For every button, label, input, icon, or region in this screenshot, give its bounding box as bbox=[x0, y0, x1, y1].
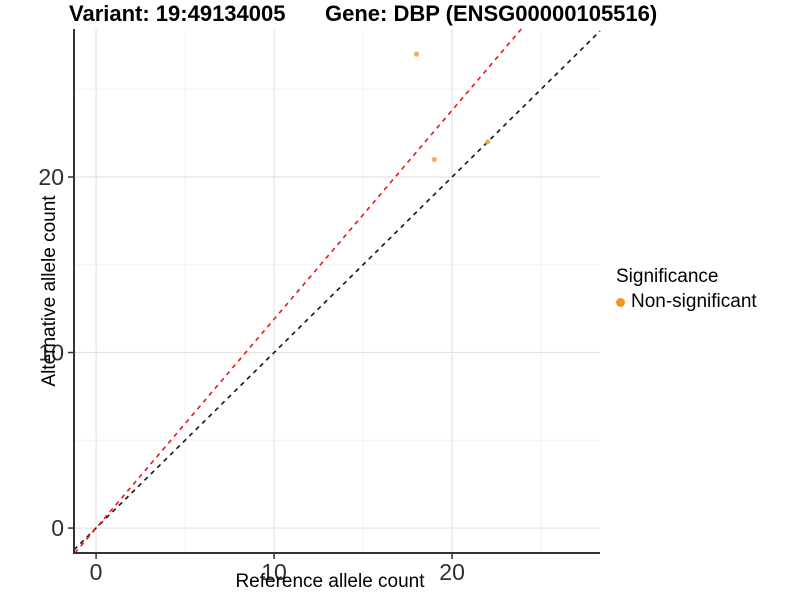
legend-item-label: Non-significant bbox=[631, 291, 757, 312]
variant-title: Variant: 19:49134005 bbox=[69, 1, 286, 26]
legend: Significance Non-significant bbox=[616, 266, 757, 313]
data-point bbox=[431, 156, 437, 163]
y-tick-label: 10 bbox=[38, 340, 64, 366]
x-axis-label: Reference allele count bbox=[235, 571, 425, 592]
identity-line bbox=[73, 30, 601, 551]
expected-ratio-line bbox=[74, 28, 522, 554]
x-tick-label: 20 bbox=[439, 559, 465, 585]
y-tick-label: 20 bbox=[38, 164, 64, 190]
legend-key-dot bbox=[616, 297, 625, 307]
y-axis-label: Alternative allele count bbox=[39, 195, 60, 387]
data-point bbox=[485, 139, 491, 145]
data-point bbox=[413, 51, 420, 57]
legend-item: Non-significant bbox=[616, 291, 757, 313]
x-tick-label: 0 bbox=[90, 559, 103, 585]
legend-title: Significance bbox=[616, 266, 719, 287]
y-tick-label: 0 bbox=[51, 515, 64, 541]
x-tick-label: 10 bbox=[261, 559, 287, 585]
gene-title: Gene: DBP (ENSG00000105516) bbox=[325, 1, 658, 26]
